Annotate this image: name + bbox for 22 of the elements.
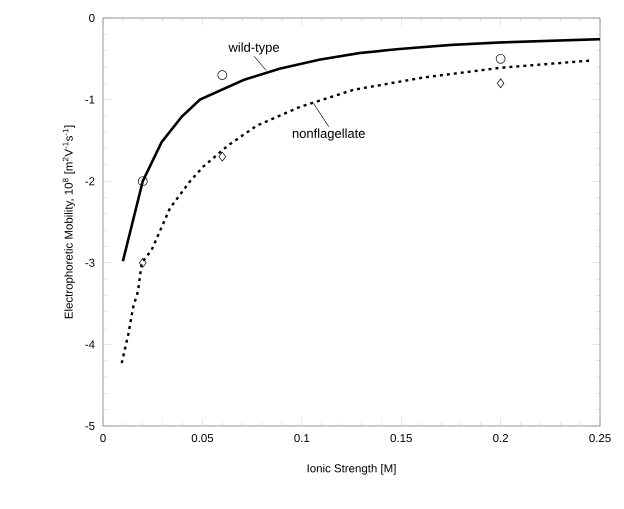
x-tick-label: 0 — [100, 434, 106, 442]
point — [138, 176, 148, 186]
y-tick-label: -2 — [85, 177, 94, 186]
y-tick-label: 0 — [89, 14, 95, 22]
x-tick-label: 0.05 — [192, 434, 214, 442]
y-tick-label: -5 — [85, 422, 95, 430]
y-tick-label: -3 — [85, 258, 94, 267]
annotation: wild-type — [228, 42, 279, 54]
x-tick-label: 0.25 — [589, 434, 611, 442]
x-axis-title: Ionic Strength [M] — [308, 464, 396, 475]
point — [496, 78, 504, 88]
x-tick-label: 0.15 — [390, 434, 412, 442]
text: Electrophoretic Mobility, 10$^{8}$ [m$^{2}$V$^{-1}$s$^{-1}$] — [62, 126, 75, 318]
x-tick-label: 0.1 — [294, 434, 310, 442]
annotation: nonflagellate — [292, 128, 365, 141]
x-tick-label: 0.2 — [493, 434, 508, 442]
y-tick-label: -4 — [85, 340, 95, 348]
point — [496, 54, 506, 64]
y-tick-label: -1 — [85, 96, 94, 104]
point — [139, 258, 146, 268]
point — [218, 152, 226, 162]
point — [217, 70, 228, 80]
